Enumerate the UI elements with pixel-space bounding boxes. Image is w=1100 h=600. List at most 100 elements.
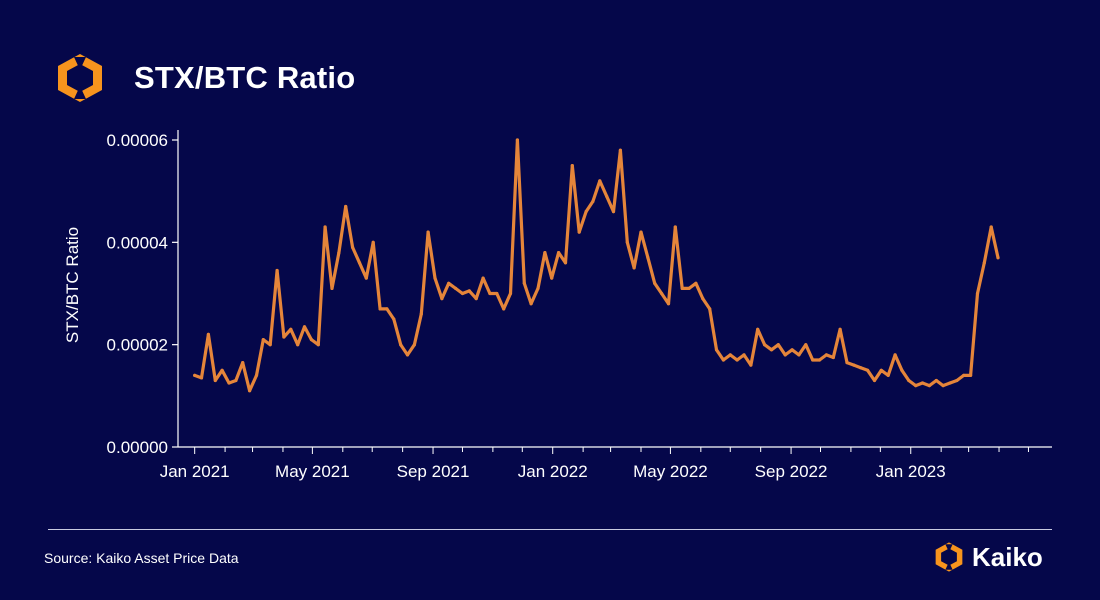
data-point bbox=[392, 317, 396, 321]
footer-divider bbox=[48, 529, 1052, 530]
data-point bbox=[701, 297, 705, 301]
y-tick-label: 0.00006 bbox=[107, 131, 168, 150]
data-point bbox=[405, 353, 410, 357]
brand-name: Kaiko bbox=[972, 541, 1043, 572]
data-point bbox=[248, 389, 252, 393]
kaiko-logo-icon bbox=[58, 54, 102, 102]
data-point bbox=[412, 343, 416, 347]
data-point bbox=[776, 343, 780, 347]
data-point bbox=[790, 348, 794, 352]
data-point bbox=[522, 281, 526, 285]
data-point bbox=[948, 381, 952, 385]
data-point bbox=[261, 338, 265, 342]
data-point bbox=[316, 343, 320, 347]
data-point bbox=[557, 251, 561, 255]
data-point bbox=[907, 378, 911, 383]
data-point bbox=[666, 302, 671, 306]
data-point bbox=[289, 327, 293, 331]
data-point bbox=[893, 353, 897, 357]
data-point bbox=[859, 366, 863, 370]
data-point bbox=[447, 281, 451, 285]
data-point bbox=[220, 368, 224, 372]
x-tick-label: Jan 2023 bbox=[876, 462, 946, 481]
chart-axes bbox=[177, 130, 1052, 448]
data-point bbox=[254, 373, 259, 377]
data-point bbox=[962, 373, 966, 377]
data-point bbox=[577, 230, 581, 234]
data-point bbox=[440, 297, 444, 301]
data-point bbox=[797, 353, 801, 357]
source-note: Source: Kaiko Asset Price Data bbox=[44, 550, 239, 566]
data-point bbox=[508, 291, 513, 296]
data-point bbox=[756, 327, 760, 331]
data-point bbox=[481, 276, 485, 280]
data-point bbox=[900, 368, 904, 372]
data-point bbox=[598, 179, 602, 183]
chart-header: STX/BTC Ratio bbox=[52, 52, 355, 104]
data-point bbox=[591, 199, 595, 203]
y-tick-label: 0.00004 bbox=[107, 233, 168, 252]
data-point bbox=[653, 281, 657, 285]
data-point bbox=[838, 327, 842, 331]
data-point bbox=[845, 361, 849, 365]
data-point bbox=[550, 276, 554, 280]
y-axis-label: STX/BTC Ratio bbox=[63, 227, 82, 343]
data-point bbox=[831, 355, 835, 360]
data-point bbox=[920, 381, 925, 385]
data-point bbox=[742, 353, 746, 357]
data-point bbox=[811, 358, 815, 362]
data-point bbox=[927, 384, 932, 388]
x-tick-label: Sep 2022 bbox=[755, 462, 828, 481]
data-point bbox=[563, 261, 568, 265]
data-point bbox=[941, 384, 945, 388]
kaiko-brand-icon bbox=[935, 542, 963, 572]
data-point bbox=[996, 256, 1000, 260]
data-point bbox=[618, 148, 623, 152]
data-point bbox=[330, 286, 334, 290]
data-point bbox=[213, 378, 217, 383]
data-point bbox=[763, 343, 767, 347]
x-tick-label: Jan 2022 bbox=[518, 462, 588, 481]
chart-series bbox=[193, 138, 1000, 393]
data-point bbox=[296, 343, 300, 347]
x-tick-label: Sep 2021 bbox=[397, 462, 470, 481]
data-point bbox=[385, 307, 389, 311]
data-point bbox=[728, 353, 732, 357]
data-point bbox=[467, 289, 471, 293]
data-point bbox=[309, 338, 313, 342]
data-point bbox=[721, 358, 726, 362]
data-point bbox=[646, 256, 650, 260]
footer-brand: Kaiko bbox=[932, 540, 1043, 574]
data-point bbox=[199, 376, 204, 380]
data-point bbox=[426, 230, 430, 234]
data-point bbox=[749, 363, 753, 367]
x-tick-label: May 2021 bbox=[275, 462, 350, 481]
data-point bbox=[804, 343, 808, 347]
data-point bbox=[584, 210, 588, 214]
data-point bbox=[866, 368, 870, 372]
data-point bbox=[694, 281, 698, 285]
data-point bbox=[886, 373, 890, 377]
data-point bbox=[817, 358, 822, 362]
data-point bbox=[660, 291, 664, 296]
chart-title: STX/BTC Ratio bbox=[134, 60, 356, 95]
data-point bbox=[605, 194, 609, 198]
data-point bbox=[529, 302, 533, 306]
data-point bbox=[783, 353, 787, 357]
data-point bbox=[611, 210, 616, 214]
data-point bbox=[474, 297, 478, 301]
data-point bbox=[323, 225, 327, 229]
data-point bbox=[708, 307, 712, 311]
y-tick-label: 0.00002 bbox=[107, 336, 168, 355]
data-point bbox=[969, 373, 973, 377]
data-point bbox=[673, 225, 677, 229]
data-point bbox=[879, 368, 883, 372]
data-point bbox=[536, 286, 540, 290]
data-point bbox=[639, 230, 643, 234]
data-point bbox=[234, 378, 238, 383]
data-point bbox=[824, 353, 829, 357]
chart-ticks: 0.00000 0.00002 0.00004 0.00006 Jan 2021 May … bbox=[107, 131, 1029, 481]
data-point bbox=[344, 204, 348, 209]
data-point bbox=[735, 358, 739, 362]
